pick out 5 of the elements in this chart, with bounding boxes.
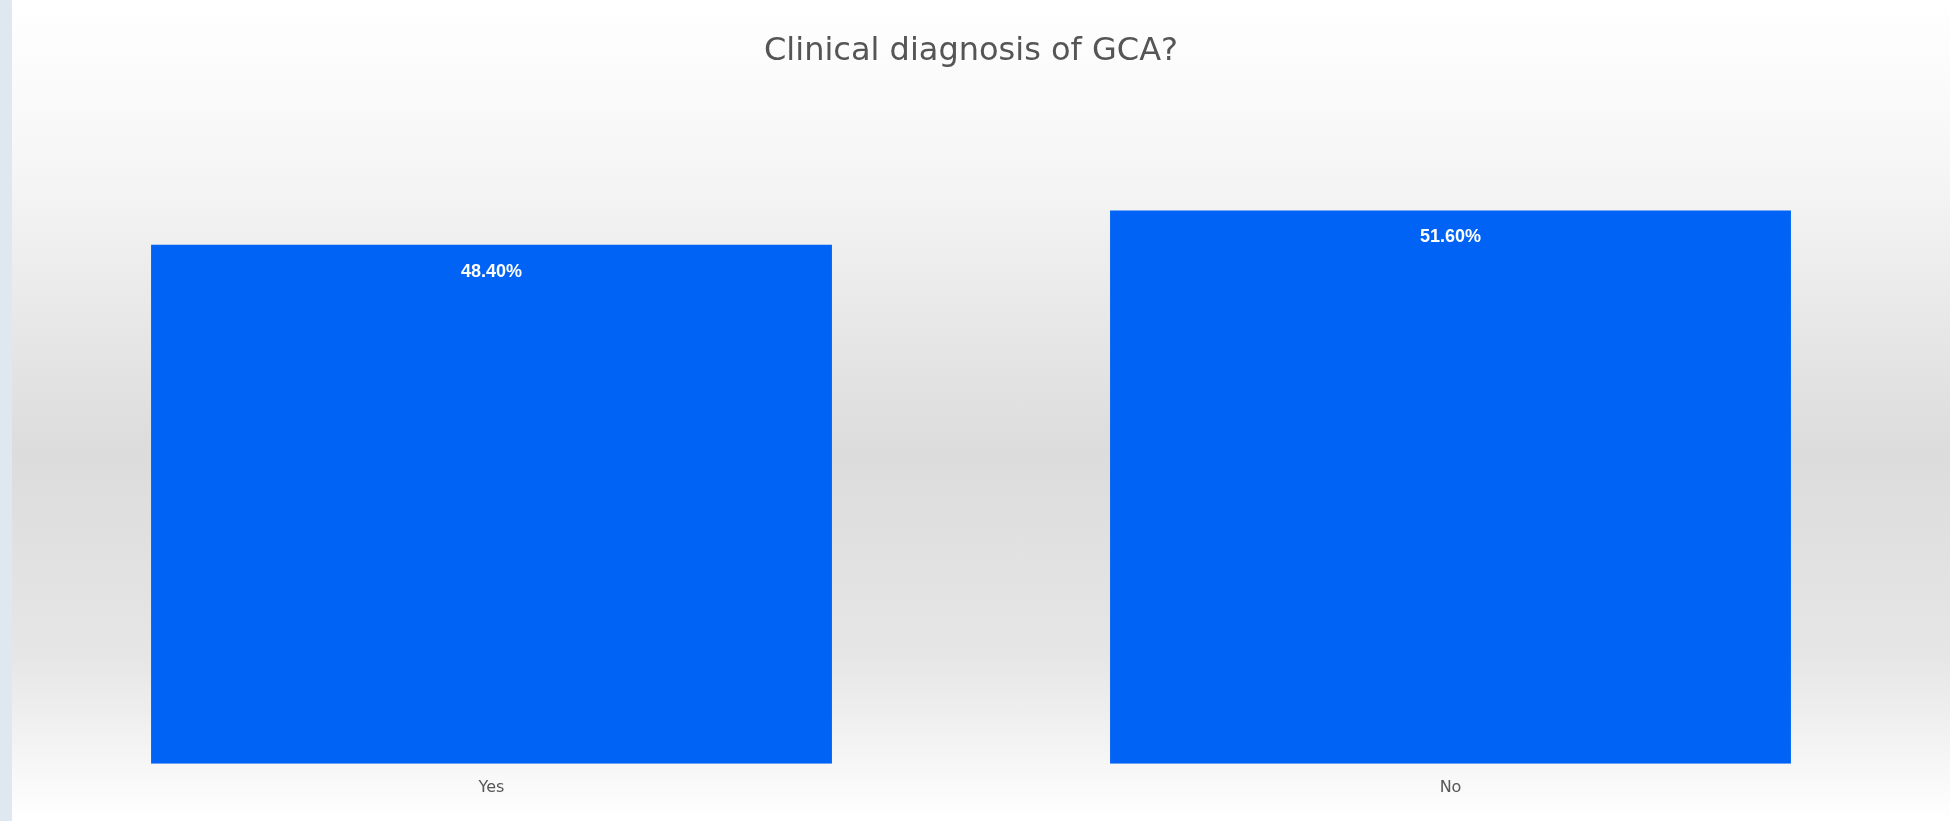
data-label: 48.40% — [460, 260, 523, 281]
data-label: 51.60% — [1419, 226, 1482, 247]
x-tick-label: Yes — [477, 776, 505, 796]
chart-title: Clinical diagnosis of GCA? — [764, 29, 1178, 68]
x-tick-label: No — [1439, 776, 1462, 796]
